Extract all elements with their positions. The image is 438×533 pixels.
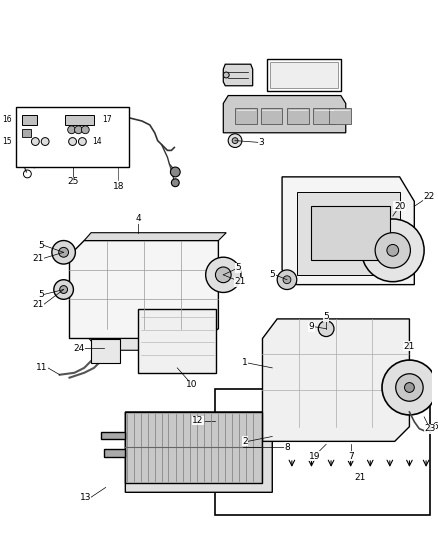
Circle shape (41, 138, 49, 146)
Polygon shape (89, 338, 204, 350)
Text: 21: 21 (234, 277, 246, 286)
Circle shape (171, 179, 179, 187)
Circle shape (74, 126, 82, 134)
Circle shape (81, 126, 89, 134)
Polygon shape (125, 412, 262, 482)
Circle shape (387, 245, 399, 256)
Circle shape (206, 257, 241, 293)
Circle shape (232, 138, 238, 143)
Text: 5: 5 (323, 312, 329, 321)
Circle shape (78, 138, 86, 146)
Text: 20: 20 (394, 202, 405, 211)
Text: 11: 11 (36, 364, 48, 373)
Text: 8: 8 (284, 443, 290, 452)
Text: 21: 21 (33, 254, 44, 263)
Circle shape (318, 321, 334, 336)
Bar (329, 108, 351, 124)
Circle shape (405, 383, 414, 392)
Text: 10: 10 (186, 380, 198, 389)
Text: 16: 16 (2, 116, 12, 125)
Bar (235, 108, 257, 124)
Circle shape (228, 134, 242, 148)
Circle shape (215, 267, 231, 282)
Polygon shape (65, 115, 94, 125)
Text: 5: 5 (235, 263, 241, 272)
Circle shape (277, 270, 297, 289)
Circle shape (60, 286, 67, 294)
Circle shape (69, 138, 77, 146)
Bar (261, 108, 282, 124)
Bar (215, 389, 430, 514)
Circle shape (59, 247, 68, 257)
Bar (267, 59, 341, 91)
Text: 5: 5 (38, 241, 44, 250)
Text: 15: 15 (2, 137, 12, 146)
Bar (270, 62, 338, 88)
Polygon shape (101, 432, 125, 439)
Polygon shape (70, 240, 219, 338)
Circle shape (32, 138, 39, 146)
Text: 13: 13 (80, 492, 91, 502)
Text: 17: 17 (102, 116, 112, 125)
Circle shape (223, 72, 229, 78)
Bar (314, 108, 335, 124)
Polygon shape (125, 412, 272, 492)
Circle shape (54, 280, 74, 300)
Text: 21: 21 (404, 342, 415, 351)
Circle shape (68, 126, 75, 134)
Circle shape (396, 374, 423, 401)
Text: 1: 1 (242, 359, 248, 367)
Text: 24: 24 (73, 344, 84, 353)
Text: 21: 21 (355, 473, 366, 482)
Text: 14: 14 (92, 137, 102, 146)
Bar (16, 107, 130, 167)
Circle shape (382, 360, 437, 415)
Text: 23: 23 (424, 424, 436, 433)
Text: 19: 19 (309, 451, 320, 461)
Text: 3: 3 (258, 138, 265, 147)
Circle shape (361, 219, 424, 281)
Text: 21: 21 (33, 300, 44, 309)
Bar (21, 115, 37, 125)
Text: 6: 6 (432, 422, 438, 431)
Circle shape (170, 167, 180, 177)
Polygon shape (311, 206, 390, 260)
Text: 4: 4 (135, 214, 141, 223)
Polygon shape (297, 191, 399, 275)
Text: 18: 18 (113, 182, 124, 191)
Text: 5: 5 (38, 290, 44, 299)
Text: 2: 2 (242, 437, 248, 446)
Text: 9: 9 (309, 322, 314, 331)
Circle shape (52, 240, 75, 264)
Polygon shape (223, 64, 253, 86)
Text: 5: 5 (269, 270, 275, 279)
Polygon shape (104, 449, 125, 457)
Polygon shape (282, 177, 414, 285)
Polygon shape (223, 95, 346, 133)
Text: 25: 25 (67, 177, 78, 187)
Text: 12: 12 (192, 416, 204, 425)
Circle shape (375, 233, 410, 268)
Bar (287, 108, 308, 124)
Bar (138, 309, 216, 373)
Text: 7: 7 (348, 451, 353, 461)
Text: 22: 22 (424, 192, 434, 201)
Polygon shape (262, 319, 410, 441)
Polygon shape (84, 233, 226, 240)
Bar (91, 338, 120, 363)
Bar (21, 129, 32, 136)
Circle shape (283, 276, 291, 284)
